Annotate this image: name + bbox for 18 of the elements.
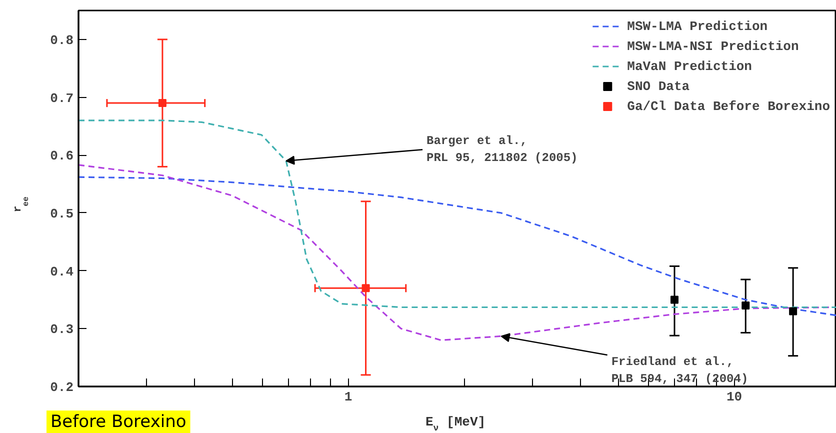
y-tick-label: 0.8 xyxy=(50,32,74,48)
x-tick-label: 10 xyxy=(726,390,742,404)
annotation: Friedland et al., PLB 594, 347 (2004) xyxy=(611,354,748,386)
y-axis-title: ree xyxy=(12,196,31,212)
legend-label: MaVaN Prediction xyxy=(627,58,752,74)
y-tick-label: 0.7 xyxy=(50,90,74,106)
y-tick-label: 0.4 xyxy=(50,264,74,280)
annotation: Barger et al., PRL 95, 211802 (2005) xyxy=(426,134,578,166)
y-tick-label: 0.6 xyxy=(50,148,74,164)
x-tick-label: 1 xyxy=(344,390,352,404)
y-tick-label: 0.5 xyxy=(50,206,74,222)
legend-label: MSW-LMA Prediction xyxy=(627,18,768,34)
y-tick-label: 0.3 xyxy=(50,322,74,338)
text: Before Borexino xyxy=(50,412,186,432)
legend-label: SNO Data xyxy=(627,78,690,94)
legend-label: MSW-LMA-NSI Prediction xyxy=(627,38,799,54)
y-tick-label: 0.2 xyxy=(50,380,74,395)
legend-label: Ga/Cl Data Before Borexino xyxy=(627,98,830,114)
